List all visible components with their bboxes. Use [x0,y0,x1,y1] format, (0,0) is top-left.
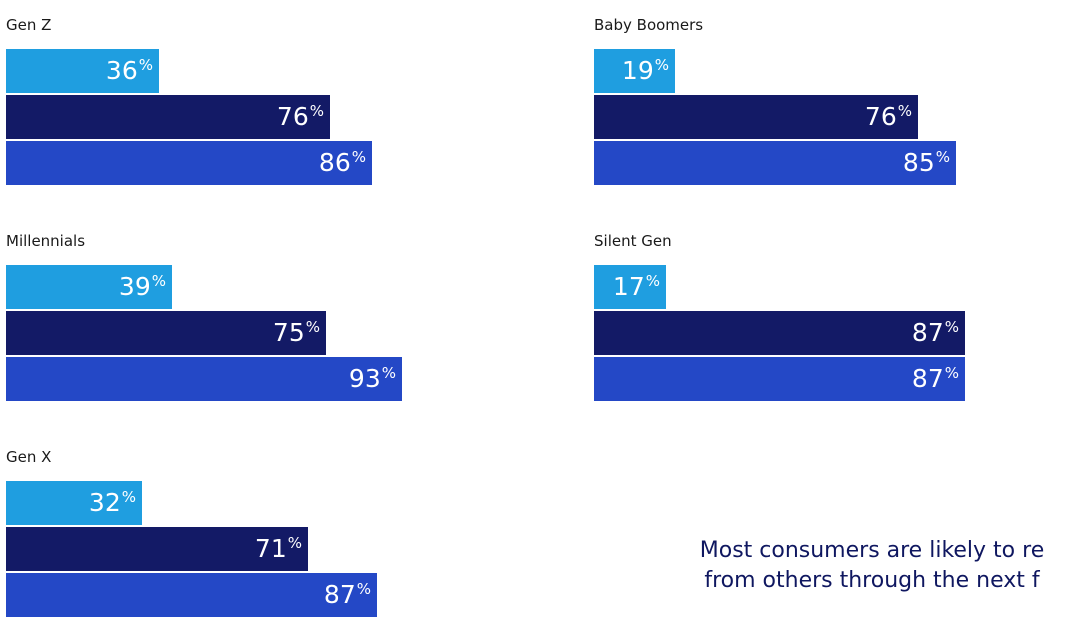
bar: 87% [594,311,965,355]
data-label: 19 [621,56,654,85]
data-label: 75 [272,318,305,347]
data-label: 71 [254,534,287,563]
bar: 32% [6,481,142,525]
group-label: Baby Boomers [594,16,704,34]
data-label-unit: % [356,580,371,598]
data-label-unit: % [309,102,324,120]
data-label-unit: % [935,148,950,166]
data-label: 93 [348,364,381,393]
bar: 87% [6,573,377,617]
data-label: 32 [88,488,121,517]
summary-text: Most consumers are likely to re from oth… [642,536,1074,596]
data-label-unit: % [654,56,669,74]
bar: 85% [594,141,956,185]
data-label-unit: % [645,272,660,290]
data-label: 85 [902,148,935,177]
group-label: Gen X [6,448,52,466]
data-label-unit: % [138,56,153,74]
bar: 36% [6,49,159,93]
data-label: 87 [911,364,944,393]
data-label: 87 [323,580,356,609]
bar: 87% [594,357,965,401]
data-label: 86 [318,148,351,177]
data-label-unit: % [944,318,959,336]
summary-line-1: Most consumers are likely to re [699,538,1045,563]
data-label-unit: % [944,364,959,382]
bar: 17% [594,265,666,309]
summary-line-2: from others through the next f [704,568,1040,593]
bar: 76% [594,95,918,139]
data-label-unit: % [897,102,912,120]
data-label-unit: % [287,534,302,552]
data-label-unit: % [121,488,136,506]
bar: 75% [6,311,326,355]
data-label: 76 [864,102,897,131]
group-label: Millennials [6,232,86,250]
data-label: 36 [105,56,138,85]
data-label-unit: % [305,318,320,336]
data-label: 17 [612,272,645,301]
bar: 93% [6,357,402,401]
chart-page: { "chart_data": { "type": "bar", "orient… [6,16,1074,617]
bar: 86% [6,141,372,185]
data-label-unit: % [381,364,396,382]
bar: 19% [594,49,675,93]
group-label: Gen Z [6,16,52,34]
data-label-unit: % [151,272,166,290]
bar: 39% [6,265,172,309]
group-label: Silent Gen [594,232,672,250]
data-label: 87 [911,318,944,347]
bar: 76% [6,95,330,139]
bar: 71% [6,527,308,571]
data-label: 39 [118,272,151,301]
data-label-unit: % [351,148,366,166]
data-label: 76 [276,102,309,131]
